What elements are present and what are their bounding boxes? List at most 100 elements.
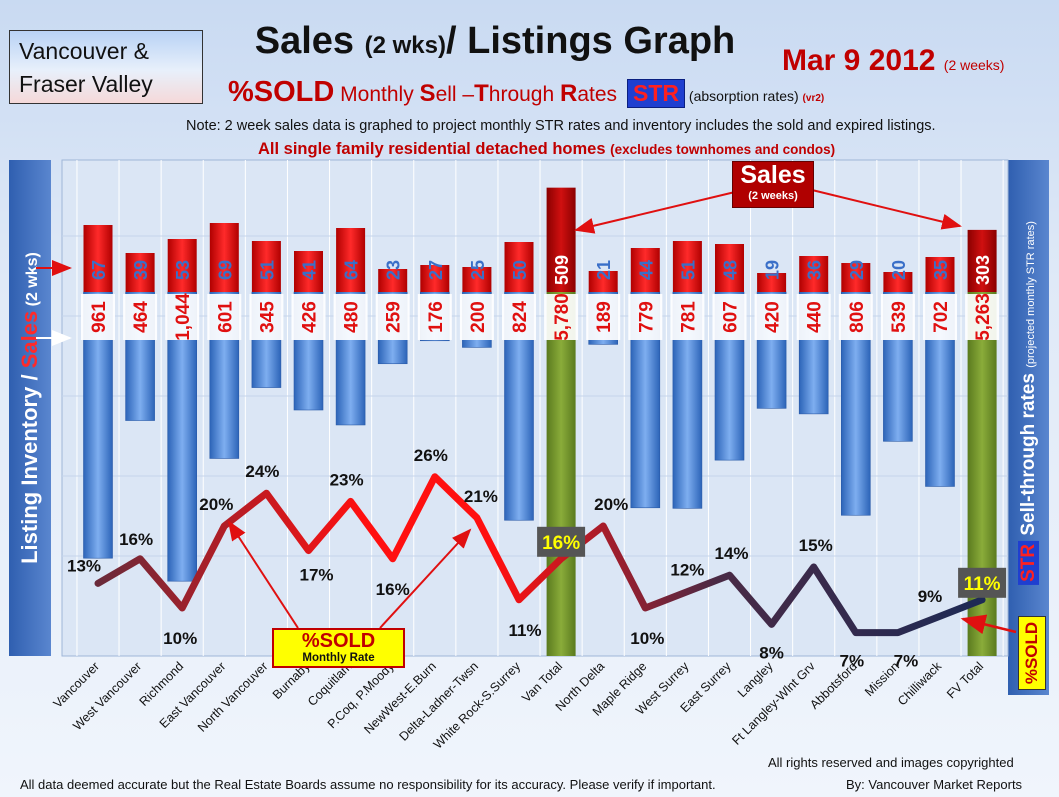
listing-label-band (81, 294, 115, 340)
listing-value-label: 961 (89, 301, 110, 333)
listing-label-band (754, 294, 789, 340)
listing-value-label: 200 (468, 301, 489, 333)
sales-callout-sub: (2 weeks) (748, 190, 798, 202)
date-small: (2 weeks) (943, 57, 1005, 73)
subtitle: %SOLD Monthly Sell –Through Rates STR (ab… (228, 76, 824, 109)
str-value-label: 24% (245, 462, 279, 481)
listing-label-band (333, 294, 368, 340)
sales-value-label: 39 (131, 260, 151, 280)
sales-bar (336, 228, 366, 292)
sales-value-label: 69 (215, 260, 235, 280)
str-value-label: 8% (759, 643, 784, 662)
sales-value-label: 303 (973, 255, 993, 285)
listing-label-band (417, 294, 452, 340)
listing-label-band (502, 294, 536, 340)
sales-bar (167, 239, 197, 292)
str-value-label: 20% (199, 495, 233, 514)
str-value-label: 11% (964, 574, 1001, 595)
sales-value-label: 48 (721, 260, 741, 280)
listing-value-label: 601 (215, 301, 236, 333)
listing-value-label: 5,780 (552, 293, 573, 341)
sales-value-label: 50 (510, 260, 530, 280)
listing-label-band (123, 294, 158, 340)
title-small: (2 wks) (364, 32, 446, 59)
sold-legend-arrow-left (227, 520, 299, 629)
listing-label-band (838, 294, 873, 340)
listing-value-label: 464 (131, 301, 152, 333)
str-value-label: 16% (376, 580, 410, 599)
sales-callout-label: Sales (740, 161, 806, 189)
str-value-label: 17% (299, 566, 333, 585)
listing-value-label: 440 (805, 301, 826, 333)
sales-bar (588, 271, 618, 292)
str-note: (absorption rates) (vr2) (685, 88, 824, 104)
listing-label-band (207, 294, 242, 340)
total-sales-bar (546, 187, 576, 292)
sold-legend-label: %SOLD (301, 630, 376, 652)
total-sales-bar (967, 229, 997, 292)
sales-callout: Sales (2 weeks) (732, 161, 814, 208)
str-value-label: 7% (840, 652, 865, 671)
listing-value-label: 259 (384, 301, 405, 333)
sold-legend: %SOLD Monthly Rate (272, 628, 405, 668)
listing-value-label: 420 (763, 301, 784, 333)
listing-value-label: 824 (510, 301, 531, 333)
str-value-label: 26% (414, 446, 448, 465)
sales-bar (125, 253, 155, 292)
listing-label-band (291, 294, 326, 340)
subtitle-ates: ates (577, 83, 618, 106)
x-tick-label: Langley (735, 659, 776, 700)
x-tick-label: Ft Langley-Wlnt Grv (729, 659, 818, 748)
str-value-label: 13% (67, 556, 101, 575)
sales-bar (883, 272, 913, 292)
sales-bar (757, 273, 787, 292)
sales-value-label: 35 (931, 260, 951, 280)
listing-bar (167, 291, 197, 582)
listing-label-band (880, 294, 915, 340)
sales-value-label: 41 (300, 260, 320, 280)
sales-value-label: 36 (805, 260, 825, 280)
sales-callout-arrow-right (811, 189, 962, 230)
sales-bar (294, 251, 323, 292)
subtitle-t: T (474, 80, 489, 107)
listing-label-band (796, 294, 831, 340)
str-value-label: 10% (163, 629, 197, 648)
str-badge: STR (627, 79, 686, 108)
sales-value-label: 509 (552, 255, 572, 285)
listing-label-band (712, 294, 747, 340)
footer-rights: All rights reserved and images copyright… (768, 755, 1014, 770)
listing-value-label: 1,044 (173, 293, 194, 341)
str-value-label: 9% (918, 587, 943, 606)
sales-bar (378, 269, 408, 292)
sold-side-badge: %SOLD (1018, 616, 1046, 690)
sales-bar (209, 223, 239, 292)
side-badge-arrow (960, 614, 1017, 635)
listing-label-band (544, 294, 579, 340)
listing-value-label: 345 (257, 301, 278, 333)
sales-bar (504, 242, 534, 292)
str-line (94, 473, 986, 637)
scope-text: All single family residential detached h… (258, 140, 835, 159)
sales-value-label: 53 (173, 260, 193, 280)
total-listing-bar (546, 292, 576, 656)
sales-value-label: 29 (847, 260, 867, 280)
listing-label-band (165, 294, 200, 340)
listing-value-label: 781 (678, 301, 699, 333)
sales-bar (799, 256, 829, 292)
listing-label-band (459, 294, 494, 340)
listing-value-label: 779 (636, 301, 657, 333)
sales-value-label: 44 (636, 260, 656, 280)
footer-credit: By: Vancouver Market Reports (846, 777, 1023, 792)
sales-bar (630, 248, 660, 292)
listing-value-label: 426 (300, 301, 321, 333)
listing-label-band (923, 294, 957, 340)
listing-value-label: 702 (931, 301, 952, 333)
x-tick-label: Delta-Ladner-Twsn (396, 659, 481, 744)
region-line-2: Fraser Valley (19, 71, 153, 97)
sales-value-label: 51 (257, 260, 277, 280)
subtitle-sold: %SOLD (228, 76, 335, 108)
total-str-badge (958, 567, 1007, 598)
str-value-label: 14% (714, 544, 748, 563)
